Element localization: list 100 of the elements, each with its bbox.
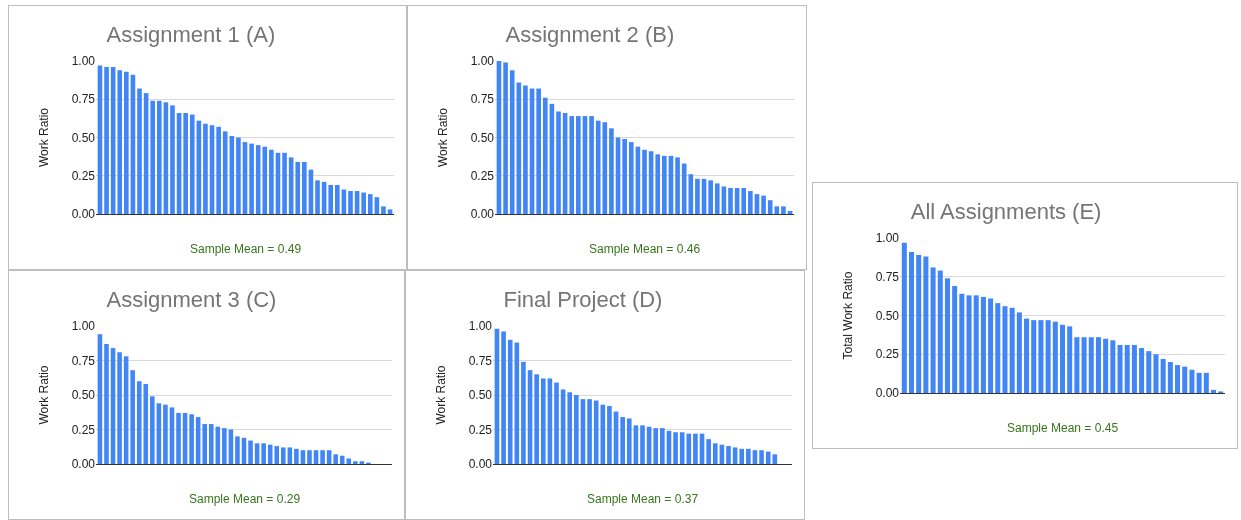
bar: [1146, 351, 1152, 393]
bar: [361, 192, 366, 214]
bar: [944, 278, 950, 393]
bar: [307, 450, 312, 464]
bar: [626, 418, 632, 464]
bar: [759, 450, 764, 464]
bar: [973, 295, 979, 393]
y-tick-label: 1.00: [470, 54, 495, 69]
y-tick-label: 0.25: [468, 422, 493, 437]
bar: [574, 395, 579, 464]
bar: [348, 191, 353, 214]
bar: [567, 392, 573, 464]
bar: [746, 448, 751, 464]
bar: [1031, 320, 1037, 393]
bar: [302, 161, 307, 214]
bar: [1095, 337, 1101, 393]
bar: [739, 448, 745, 464]
chart-title: Assignment 3 (C): [106, 286, 277, 312]
bar: [282, 152, 287, 214]
chart-title: All Assignments (E): [910, 198, 1102, 224]
bar: [208, 423, 214, 464]
bar: [607, 406, 612, 464]
bar: [262, 146, 268, 214]
bar: [1160, 358, 1166, 393]
text: Sample Mean = 0.45: [1007, 421, 1119, 435]
bar: [726, 446, 731, 464]
bar: [1081, 337, 1087, 393]
bar: [274, 446, 280, 464]
bar: [249, 143, 254, 214]
bar: [712, 443, 718, 464]
bar: [295, 161, 301, 214]
y-tick-label: 0.50: [875, 308, 900, 323]
y-tick-label: 1.00: [71, 54, 96, 69]
bar: [556, 111, 561, 214]
text: Sample Mean = 0.49: [190, 242, 302, 256]
bar: [622, 139, 627, 214]
bar: [693, 433, 698, 464]
bar: [534, 374, 539, 464]
y-axis-title: Total Work Ratio: [840, 271, 855, 360]
y-tick-label: 1.00: [468, 319, 493, 334]
y-tick-label: 0.00: [468, 457, 493, 472]
bar: [261, 443, 266, 464]
y-tick-label: 0.50: [468, 388, 493, 403]
bar: [104, 67, 109, 214]
bar: [554, 382, 559, 464]
bar: [1210, 389, 1217, 393]
chart-title: Assignment 2 (B): [505, 21, 675, 47]
bar: [1009, 307, 1015, 393]
y-tick-label: 0.75: [470, 92, 495, 107]
y-tick-label: 0.25: [71, 168, 96, 183]
bar: [117, 70, 123, 214]
bar: [189, 114, 195, 214]
y-tick-label: 0.75: [468, 353, 493, 368]
bar: [150, 100, 156, 214]
bar: [708, 180, 713, 214]
bar: [235, 436, 240, 464]
bar: [1167, 362, 1173, 393]
bar: [222, 131, 228, 214]
y-tick-label: 1.00: [875, 231, 900, 246]
bar: [387, 209, 393, 214]
bar: [334, 184, 340, 214]
bar: [1052, 321, 1058, 393]
bar: [1016, 312, 1022, 393]
bar: [1175, 365, 1181, 393]
y-tick-label: 1.00: [71, 319, 96, 334]
bar: [359, 461, 365, 464]
bar: [569, 116, 575, 214]
bar: [966, 295, 972, 393]
bar: [1059, 324, 1066, 393]
bar: [150, 396, 155, 464]
y-tick-label: 0.50: [71, 388, 96, 403]
y-tick-label: 0.50: [470, 130, 495, 145]
y-axis-title: Work Ratio: [435, 107, 450, 168]
bar: [660, 428, 665, 464]
y-axis-title: Work Ratio: [36, 365, 51, 425]
bar: [609, 128, 614, 214]
bar: [117, 352, 122, 464]
bar: [1153, 354, 1159, 393]
y-tick-label: 0.00: [71, 457, 96, 472]
y-tick-label: 0.00: [71, 207, 96, 222]
bar: [509, 70, 515, 214]
bar: [1124, 344, 1130, 393]
bar: [216, 126, 221, 214]
bar: [183, 113, 188, 214]
bar: [315, 180, 320, 214]
bar: [908, 251, 915, 393]
bar: [124, 71, 129, 214]
bar: [1203, 372, 1209, 393]
bar: [236, 137, 241, 214]
bar: [1139, 348, 1145, 393]
bar: [587, 399, 592, 464]
bar: [706, 439, 711, 464]
bar: [916, 255, 922, 393]
bar: [353, 461, 358, 464]
bar: [202, 423, 207, 464]
bar: [1189, 369, 1195, 393]
bar: [959, 293, 965, 393]
bar: [521, 361, 526, 464]
bar: [542, 97, 548, 214]
bar: [901, 242, 907, 393]
